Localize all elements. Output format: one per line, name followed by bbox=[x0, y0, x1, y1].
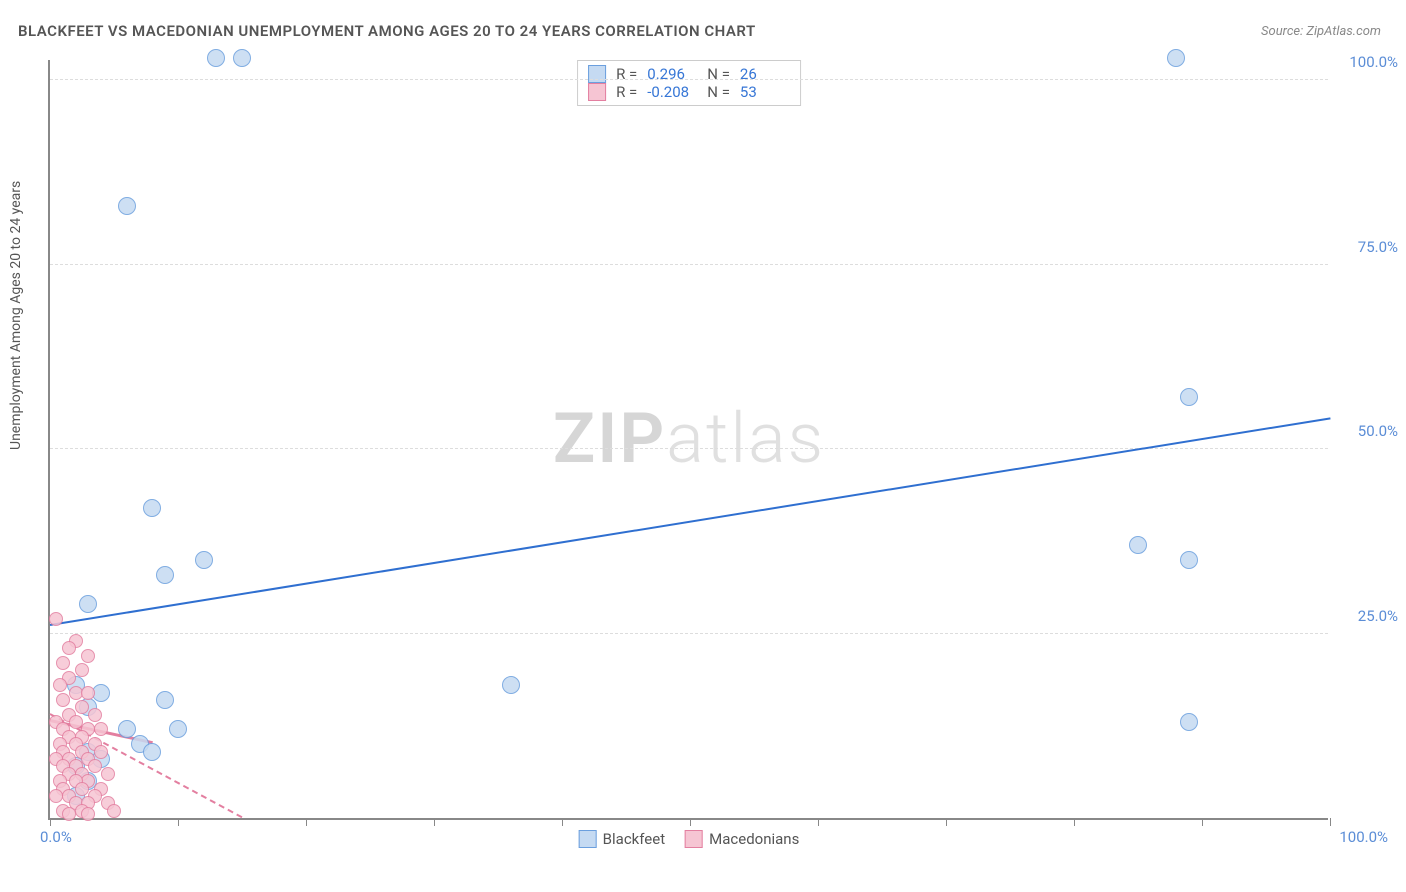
data-point bbox=[118, 720, 136, 738]
x-tick bbox=[946, 818, 947, 826]
series-legend: Blackfeet Macedonians bbox=[579, 830, 800, 848]
data-point bbox=[156, 566, 174, 584]
data-point bbox=[81, 807, 95, 821]
data-point bbox=[143, 743, 161, 761]
data-point bbox=[143, 499, 161, 517]
r-value: 0.296 bbox=[647, 65, 697, 83]
data-point bbox=[49, 789, 63, 803]
data-point bbox=[75, 663, 89, 677]
x-tick bbox=[562, 818, 563, 826]
legend-row: R = 0.296 N = 26 bbox=[588, 65, 790, 83]
legend-row: R = -0.208 N = 53 bbox=[588, 83, 790, 101]
n-value: 53 bbox=[740, 83, 790, 101]
data-point bbox=[94, 722, 108, 736]
legend-swatch bbox=[579, 830, 597, 848]
legend-swatch bbox=[588, 65, 606, 83]
y-tick-label: 75.0% bbox=[1358, 238, 1398, 256]
x-tick bbox=[178, 818, 179, 826]
data-point bbox=[118, 197, 136, 215]
x-tick bbox=[818, 818, 819, 826]
source-label: Source: ZipAtlas.com bbox=[1261, 24, 1381, 39]
legend-item: Macedonians bbox=[685, 830, 799, 848]
r-value: -0.208 bbox=[647, 83, 697, 101]
y-tick-label: 50.0% bbox=[1358, 422, 1398, 440]
legend-item: Blackfeet bbox=[579, 830, 665, 848]
x-tick bbox=[50, 818, 51, 826]
data-point bbox=[56, 693, 70, 707]
data-point bbox=[207, 49, 225, 67]
data-point bbox=[1180, 388, 1198, 406]
correlation-legend: R = 0.296 N = 26 R = -0.208 N = 53 bbox=[577, 60, 801, 106]
data-point bbox=[62, 641, 76, 655]
data-point bbox=[79, 595, 97, 613]
gridline bbox=[50, 633, 1328, 634]
gridline bbox=[50, 264, 1328, 265]
x-tick bbox=[1202, 818, 1203, 826]
chart-title: BLACKFEET VS MACEDONIAN UNEMPLOYMENT AMO… bbox=[18, 22, 756, 40]
x-axis-min-label: 0.0% bbox=[40, 828, 72, 846]
x-tick bbox=[690, 818, 691, 826]
legend-label: Macedonians bbox=[709, 830, 799, 848]
scatter-plot-area: ZIPatlas R =0.296N =26R =-0.208N =53 Bla… bbox=[48, 60, 1328, 820]
y-tick-label: 25.0% bbox=[1358, 607, 1398, 625]
legend-swatch bbox=[685, 830, 703, 848]
data-point bbox=[107, 804, 121, 818]
data-point bbox=[49, 612, 63, 626]
x-tick bbox=[1330, 818, 1331, 826]
data-point bbox=[156, 691, 174, 709]
data-point bbox=[56, 656, 70, 670]
data-point bbox=[62, 807, 76, 821]
legend-label: Blackfeet bbox=[603, 830, 665, 848]
data-point bbox=[1167, 49, 1185, 67]
watermark: ZIPatlas bbox=[553, 398, 825, 480]
data-point bbox=[233, 49, 251, 67]
x-axis-max-label: 100.0% bbox=[1339, 828, 1388, 846]
data-point bbox=[88, 708, 102, 722]
data-point bbox=[75, 782, 89, 796]
r-label: R = bbox=[616, 83, 637, 101]
legend-swatch bbox=[588, 83, 606, 101]
data-point bbox=[53, 678, 67, 692]
r-label: R = bbox=[616, 65, 637, 83]
n-label: N = bbox=[707, 65, 730, 83]
data-point bbox=[81, 649, 95, 663]
data-point bbox=[1180, 551, 1198, 569]
data-point bbox=[69, 715, 83, 729]
n-label: N = bbox=[707, 83, 730, 101]
data-point bbox=[75, 700, 89, 714]
x-tick bbox=[1074, 818, 1075, 826]
x-tick bbox=[306, 818, 307, 826]
y-tick-label: 100.0% bbox=[1349, 53, 1398, 71]
data-point bbox=[1180, 713, 1198, 731]
data-point bbox=[94, 745, 108, 759]
data-point bbox=[101, 767, 115, 781]
data-point bbox=[195, 551, 213, 569]
x-tick bbox=[434, 818, 435, 826]
data-point bbox=[502, 676, 520, 694]
y-axis-label: Unemployment Among Ages 20 to 24 years bbox=[8, 181, 24, 450]
n-value: 26 bbox=[740, 65, 790, 83]
data-point bbox=[169, 720, 187, 738]
data-point bbox=[81, 686, 95, 700]
data-point bbox=[88, 759, 102, 773]
gridline bbox=[50, 79, 1328, 80]
data-point bbox=[1129, 536, 1147, 554]
